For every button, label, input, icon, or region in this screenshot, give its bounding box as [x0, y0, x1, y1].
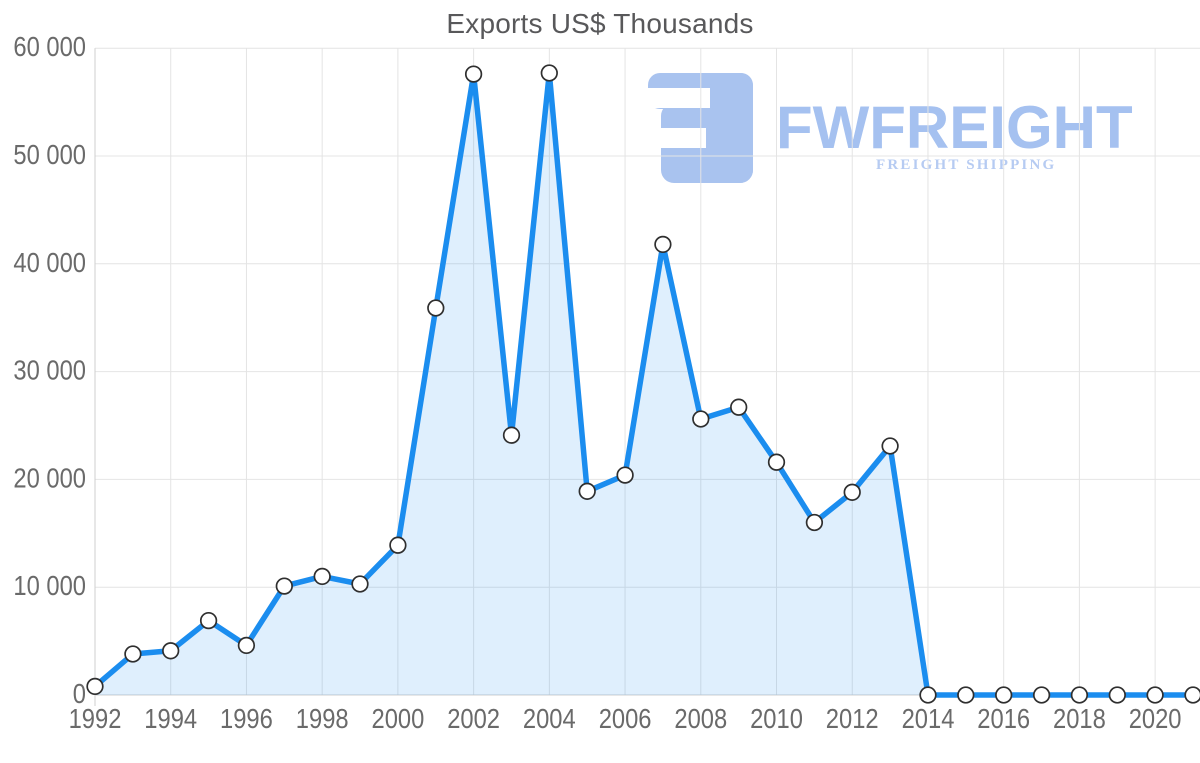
- y-axis-label: 10 000: [13, 570, 86, 601]
- data-point-marker[interactable]: [767, 453, 786, 471]
- gridlines: [94, 47, 1200, 695]
- logo-tagline-text: FREIGHT SHIPPING: [876, 157, 1057, 173]
- data-point-marker[interactable]: [275, 577, 293, 595]
- x-axis-label: 1998: [296, 703, 349, 734]
- data-point-marker[interactable]: [162, 642, 180, 660]
- data-point-marker[interactable]: [881, 437, 899, 455]
- x-axis-label: 1994: [144, 703, 197, 734]
- data-point-marker[interactable]: [86, 677, 104, 696]
- data-point-marker[interactable]: [427, 299, 445, 317]
- data-point-marker[interactable]: [957, 686, 975, 704]
- data-point-marker[interactable]: [237, 636, 256, 655]
- x-axis-label: 2010: [750, 703, 803, 734]
- data-point-marker[interactable]: [464, 65, 483, 83]
- data-point-marker[interactable]: [805, 513, 824, 532]
- data-point-marker[interactable]: [995, 686, 1013, 704]
- data-point-markers: [86, 64, 1200, 704]
- data-point-marker[interactable]: [692, 410, 710, 428]
- y-axis-label: 30 000: [13, 355, 86, 386]
- x-axis-label: 2016: [977, 703, 1030, 734]
- data-point-marker[interactable]: [843, 483, 861, 501]
- x-axis-label: 2012: [826, 703, 879, 734]
- y-axis-label: 0: [73, 678, 86, 709]
- x-axis-label: 2004: [523, 703, 576, 734]
- data-point-marker[interactable]: [540, 64, 558, 82]
- data-point-marker[interactable]: [351, 575, 369, 593]
- data-point-marker[interactable]: [124, 645, 142, 663]
- data-point-marker[interactable]: [1184, 686, 1200, 704]
- data-point-marker[interactable]: [919, 686, 937, 704]
- logo-brand-text: FWFREIGHT: [776, 94, 1133, 161]
- data-point-marker[interactable]: [1108, 686, 1126, 704]
- data-point-marker[interactable]: [502, 426, 521, 444]
- data-point-marker[interactable]: [389, 536, 407, 554]
- data-point-marker[interactable]: [1070, 686, 1089, 704]
- y-axis-label: 20 000: [13, 462, 86, 493]
- data-point-marker[interactable]: [1032, 686, 1051, 704]
- y-axis-label: 60 000: [13, 31, 86, 62]
- data-point-marker[interactable]: [654, 235, 672, 254]
- x-axis-label: 1992: [69, 703, 122, 734]
- x-axis-labels: 1992 1994 1996 1998 2000 2002 2004 2006 2008 2010…: [69, 703, 1182, 734]
- x-axis-label: 2008: [674, 703, 727, 734]
- data-point-marker[interactable]: [199, 611, 218, 630]
- y-axis-label: 50 000: [13, 139, 86, 170]
- data-point-marker[interactable]: [1146, 686, 1164, 704]
- data-point-marker[interactable]: [578, 482, 596, 500]
- y-axis-label: 40 000: [13, 247, 86, 278]
- data-point-marker[interactable]: [730, 398, 748, 416]
- x-axis-label: 2006: [599, 703, 652, 734]
- data-point-marker[interactable]: [616, 466, 634, 484]
- x-axis-label: 2014: [902, 703, 955, 734]
- x-axis-label: 2020: [1129, 703, 1182, 734]
- data-point-marker[interactable]: [313, 567, 331, 586]
- x-axis-label: 2002: [447, 703, 500, 734]
- x-axis-label: 2000: [372, 703, 425, 734]
- y-axis-labels: 0 10 000 20 000 30 000 40 000 50 000 60 000: [13, 31, 86, 709]
- x-axis-label: 1996: [220, 703, 273, 734]
- x-axis-label: 2018: [1053, 703, 1106, 734]
- series-area: [95, 73, 1193, 695]
- chart-title: Exports US$ Thousands: [446, 8, 754, 39]
